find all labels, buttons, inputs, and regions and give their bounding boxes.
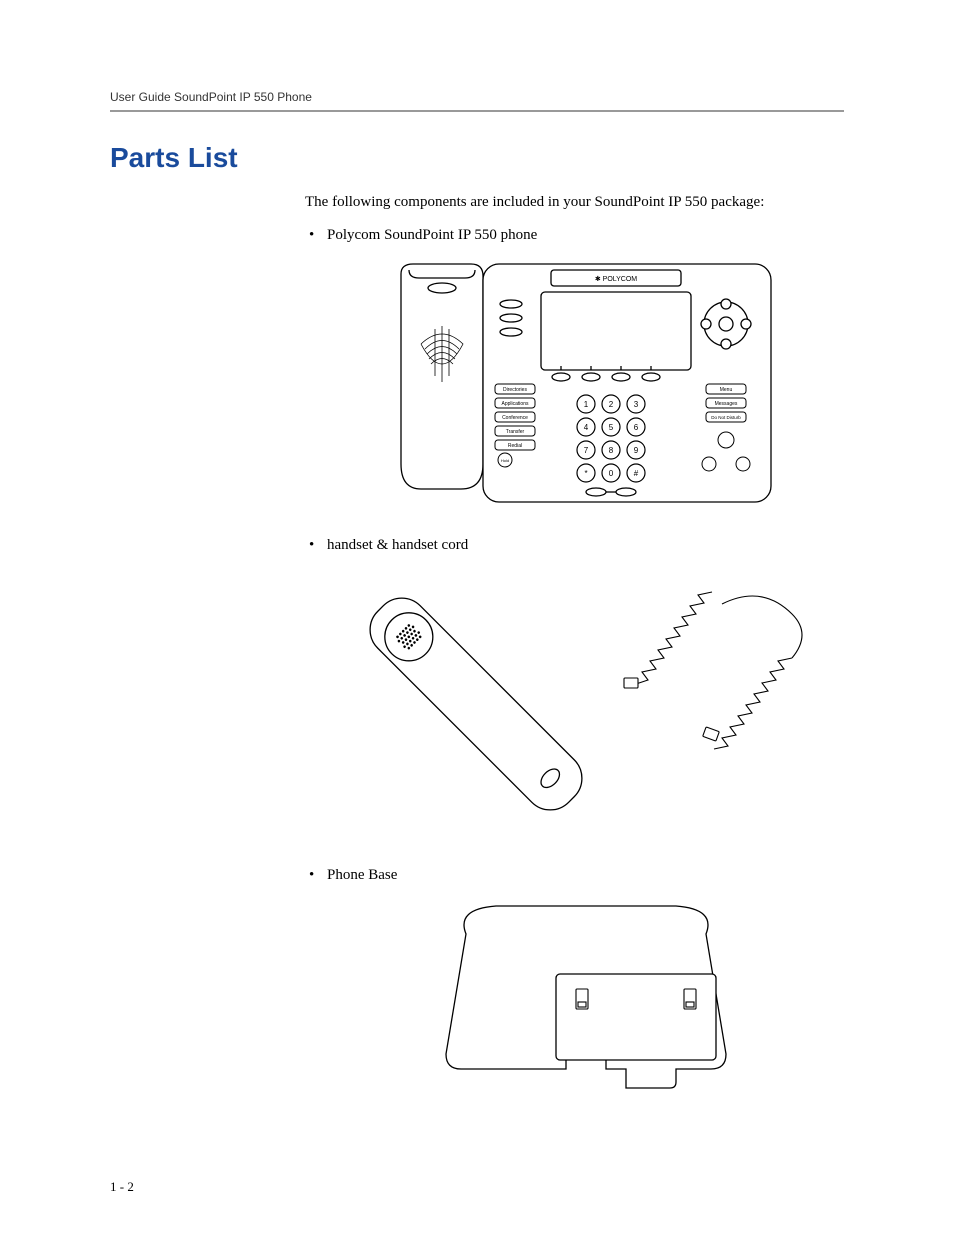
base-illustration [426, 894, 746, 1094]
handset-figure [327, 564, 844, 849]
list-item-label: Polycom SoundPoint IP 550 phone [327, 227, 537, 243]
svg-text:*: * [584, 469, 587, 478]
svg-text:4: 4 [583, 423, 588, 432]
svg-text:6: 6 [633, 423, 638, 432]
list-item-label: Phone Base [327, 867, 397, 883]
phone-figure: ✱ POLYCOM [327, 254, 844, 519]
svg-text:7: 7 [583, 446, 588, 455]
handset-illustration [336, 564, 836, 844]
svg-text:Messages: Messages [714, 401, 737, 407]
body-block: The following components are included in… [305, 192, 844, 1099]
page-number: 1 - 2 [110, 1179, 844, 1195]
svg-text:Do Not Disturb: Do Not Disturb [711, 415, 741, 420]
svg-text:Hold: Hold [500, 458, 508, 463]
svg-text:9: 9 [633, 446, 638, 455]
intro-text: The following components are included in… [305, 192, 844, 213]
phone-illustration: ✱ POLYCOM [391, 254, 781, 514]
svg-text:Applications: Applications [501, 401, 528, 407]
svg-text:0: 0 [608, 469, 613, 478]
list-item-label: handset & handset cord [327, 537, 468, 553]
svg-text:#: # [633, 469, 638, 478]
svg-text:Menu: Menu [719, 387, 732, 393]
svg-text:5: 5 [608, 423, 613, 432]
svg-text:2: 2 [608, 400, 613, 409]
parts-list: Polycom SoundPoint IP 550 phone [305, 227, 844, 1099]
svg-text:✱ POLYCOM: ✱ POLYCOM [594, 275, 636, 283]
section-title: Parts List [110, 142, 844, 174]
svg-text:8: 8 [608, 446, 613, 455]
svg-text:3: 3 [633, 400, 638, 409]
page: User Guide SoundPoint IP 550 Phone Parts… [0, 0, 954, 1255]
svg-text:Directories: Directories [503, 387, 527, 393]
svg-text:Transfer: Transfer [505, 429, 524, 435]
svg-text:Redial: Redial [507, 443, 521, 449]
running-head: User Guide SoundPoint IP 550 Phone [110, 90, 844, 112]
base-figure [327, 894, 844, 1099]
list-item: Phone Base [305, 867, 844, 1099]
list-item: Polycom SoundPoint IP 550 phone [305, 227, 844, 519]
svg-text:1: 1 [583, 400, 588, 409]
list-item: handset & handset cord [305, 537, 844, 849]
svg-text:Conference: Conference [502, 415, 528, 421]
